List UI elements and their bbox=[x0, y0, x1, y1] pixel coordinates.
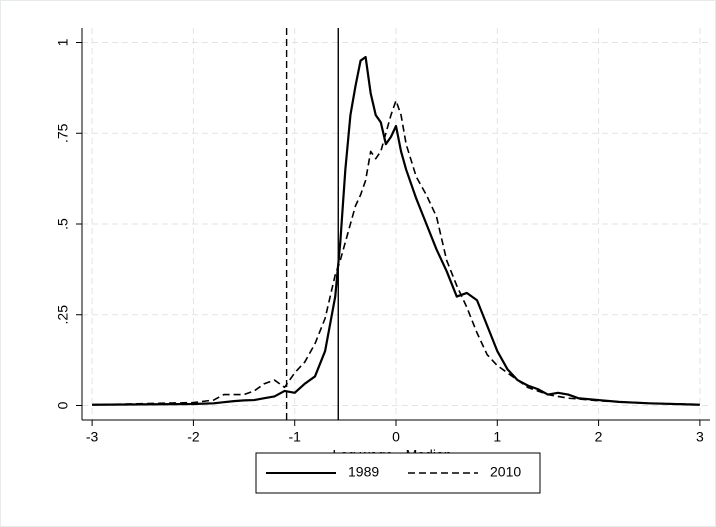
x-tick-label: 0 bbox=[392, 429, 400, 445]
series-line bbox=[92, 99, 700, 406]
x-tick-label: 3 bbox=[696, 429, 704, 445]
y-tick-label: .5 bbox=[55, 218, 71, 230]
series-line bbox=[92, 55, 700, 406]
x-tick-label: 2 bbox=[595, 429, 603, 445]
legend-label: 1989 bbox=[348, 464, 379, 480]
y-tick-label: .25 bbox=[55, 305, 71, 325]
legend-label: 2010 bbox=[490, 464, 521, 480]
x-tick-label: -3 bbox=[86, 429, 99, 445]
x-tick-label: 1 bbox=[493, 429, 501, 445]
y-tick-label: .75 bbox=[55, 123, 71, 143]
x-tick-label: -1 bbox=[288, 429, 301, 445]
x-tick-label: -2 bbox=[187, 429, 200, 445]
y-tick-label: 0 bbox=[55, 401, 71, 409]
y-tick-label: 1 bbox=[55, 38, 71, 46]
